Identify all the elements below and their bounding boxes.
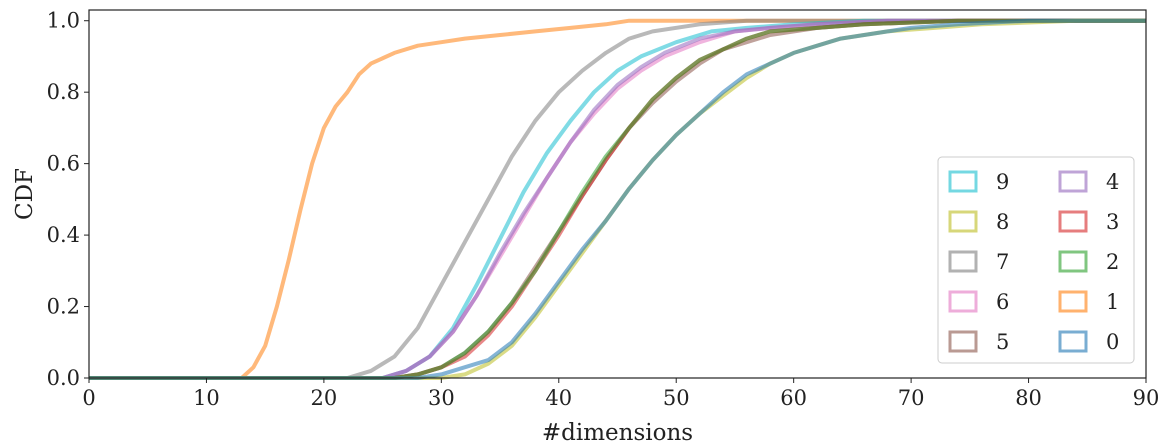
legend-swatch-5 <box>948 330 978 353</box>
legend-label-6: 6 <box>996 290 1009 314</box>
legend-swatch-2 <box>1058 250 1088 273</box>
y-tick-label: 1.0 <box>47 9 80 33</box>
x-tick-label: 0 <box>82 386 95 410</box>
x-tick-label: 90 <box>1133 386 1160 410</box>
x-tick-label: 30 <box>428 386 455 410</box>
legend-label-4: 4 <box>1106 170 1119 194</box>
legend-label-9: 9 <box>996 170 1009 194</box>
x-tick-label: 80 <box>1015 386 1042 410</box>
series-line-0 <box>89 18 1146 380</box>
x-axis-label: #dimensions <box>542 420 693 444</box>
legend-label-5: 5 <box>996 330 1009 354</box>
legend-swatch-8 <box>948 210 978 233</box>
series-line-2 <box>89 18 1146 380</box>
legend-swatch-9 <box>948 170 978 193</box>
x-tick-label: 20 <box>311 386 338 410</box>
legend-label-3: 3 <box>1106 210 1119 234</box>
legend-swatch-7 <box>948 250 978 273</box>
x-tick-label: 60 <box>780 386 807 410</box>
y-tick-label: 0.8 <box>47 80 80 104</box>
y-tick-label: 0.4 <box>47 223 80 247</box>
y-tick-label: 0.0 <box>47 366 80 390</box>
plot-frame <box>88 9 1147 379</box>
series-line-4 <box>89 18 1146 380</box>
legend-label-2: 2 <box>1106 250 1119 274</box>
series-line-1 <box>89 18 1146 380</box>
series-lines <box>89 18 1146 380</box>
series-line-7 <box>89 18 1146 380</box>
legend-label-8: 8 <box>996 210 1009 234</box>
legend-label-7: 7 <box>996 250 1009 274</box>
axis-ticks: 0 10 20 30 40 50 60 70 80 900.00.20.40.60.81.0 <box>47 9 1160 410</box>
legend-label-1: 1 <box>1106 290 1119 314</box>
x-tick-label: 10 <box>193 386 220 410</box>
legend-swatch-1 <box>1058 290 1088 313</box>
y-tick-label: 0.2 <box>47 295 80 319</box>
x-tick-label: 40 <box>545 386 572 410</box>
legend-swatch-0 <box>1058 330 1088 353</box>
legend-swatch-3 <box>1058 210 1088 233</box>
x-tick-label: 50 <box>663 386 690 410</box>
legend-swatch-6 <box>948 290 978 313</box>
legend-swatch-4 <box>1058 170 1088 193</box>
legend: 9 4 8 3 7 2 6 1 5 0 <box>937 156 1135 364</box>
y-tick-label: 0.6 <box>47 152 80 176</box>
x-tick-label: 70 <box>898 386 925 410</box>
y-axis-label: CDF <box>12 168 38 220</box>
legend-label-0: 0 <box>1106 330 1119 354</box>
